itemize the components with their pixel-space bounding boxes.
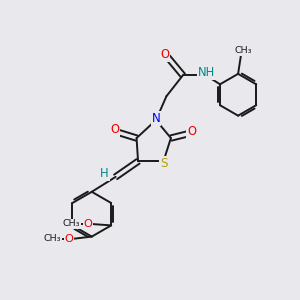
Text: O: O [83, 219, 92, 229]
Text: O: O [160, 48, 169, 61]
Text: O: O [187, 125, 196, 138]
Text: O: O [64, 234, 74, 244]
Text: CH₃: CH₃ [235, 46, 252, 56]
Text: N: N [152, 112, 160, 125]
Text: O: O [110, 123, 119, 136]
Text: CH₃: CH₃ [62, 219, 80, 228]
Text: CH₃: CH₃ [44, 235, 61, 244]
Text: S: S [160, 157, 168, 169]
Text: H: H [100, 167, 109, 180]
Text: NH: NH [198, 66, 215, 79]
